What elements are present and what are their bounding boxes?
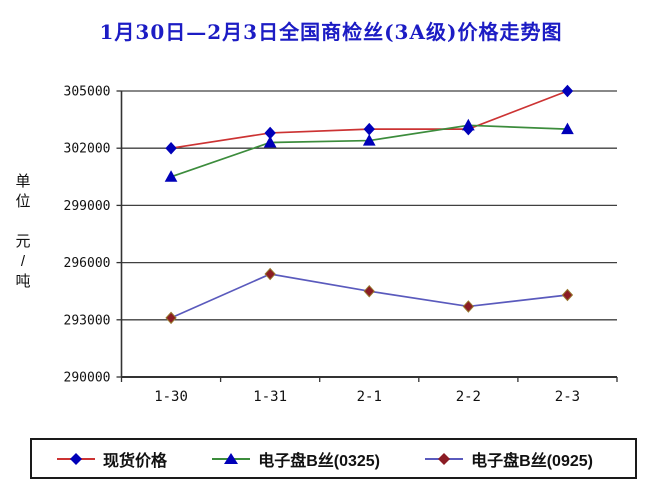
- x-tick-label: 2-1: [357, 389, 382, 405]
- legend-label: 电子盘B丝(0325): [258, 452, 380, 470]
- legend-item-spot-price: 现货价格: [56, 447, 167, 471]
- data-point-marker: [462, 300, 475, 313]
- data-point-marker: [263, 135, 277, 148]
- legend-marker-diamond-maroon-blueline-icon: [425, 452, 464, 465]
- y-tick-label: 302000: [64, 142, 111, 157]
- y-tick-label: 305000: [64, 85, 111, 100]
- data-series: [164, 84, 574, 325]
- data-point-marker: [363, 284, 375, 298]
- axes: [116, 90, 618, 382]
- y-tick-label: 296000: [64, 256, 111, 271]
- legend-marker-diamond-blue-redline-icon: [57, 452, 95, 465]
- x-tick-label: 1-31: [253, 389, 287, 405]
- data-point-marker: [362, 134, 376, 146]
- y-tick-label: 290000: [64, 371, 111, 386]
- data-point-marker: [561, 84, 574, 98]
- chart-legend: 现货价格 电子盘B丝(0325) 电子盘B丝(0925): [30, 438, 637, 479]
- data-point-marker: [561, 288, 574, 302]
- data-point-marker: [264, 267, 276, 281]
- y-tick-label: 293000: [64, 313, 111, 328]
- legend-label: 现货价格: [103, 452, 168, 470]
- data-point-marker: [462, 118, 475, 131]
- chart-title: 1月30日—2月3日全国商检丝(3A级)价格走势图: [99, 20, 563, 44]
- data-point-marker: [164, 170, 178, 182]
- legend-item-eb-0925: 电子盘B丝(0925): [424, 447, 593, 471]
- y-axis-unit-label: 单位 元 / 吨: [15, 173, 31, 290]
- x-tick-label: 2-2: [456, 389, 481, 405]
- axis-tick-labels: 290000 293000 296000 299000 302000 305000 1-30…: [64, 85, 581, 406]
- x-tick-label: 1-30: [154, 389, 188, 405]
- data-point-marker: [165, 141, 177, 155]
- legend-label: 电子盘B丝(0925): [471, 452, 593, 470]
- x-tick-label: 2-3: [555, 389, 580, 405]
- y-tick-label: 299000: [64, 199, 111, 214]
- data-point-marker: [165, 311, 177, 325]
- data-point-marker: [561, 122, 574, 135]
- legend-marker-triangle-blue-greenline-icon: [212, 452, 251, 464]
- legend-item-eb-0325: 电子盘B丝(0325): [211, 447, 380, 471]
- data-point-marker: [363, 122, 375, 136]
